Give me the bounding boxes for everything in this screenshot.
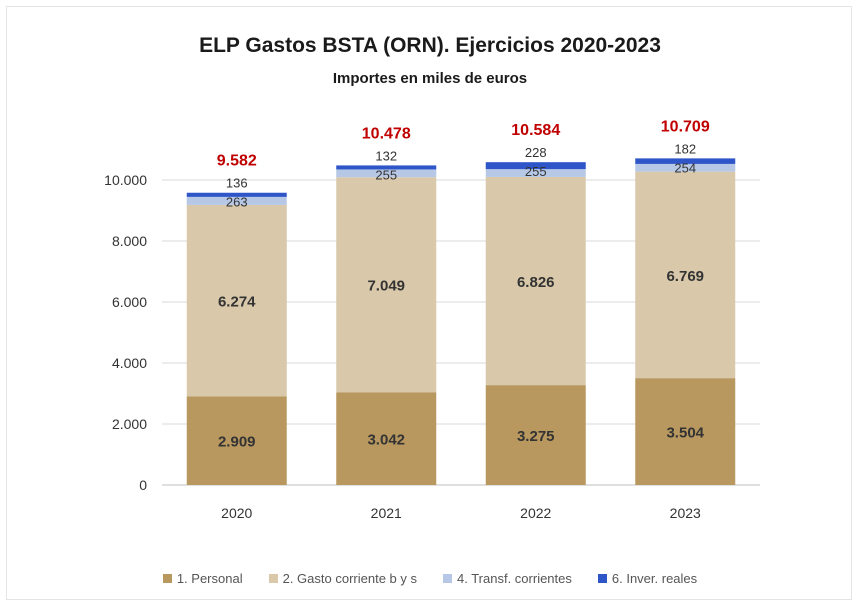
bar-segment-4 — [186, 192, 287, 197]
x-tick-label: 2023 — [670, 505, 701, 521]
total-label: 10.709 — [661, 118, 710, 135]
legend-swatch — [162, 574, 172, 583]
data-label: 182 — [674, 141, 696, 156]
total-label: 9.582 — [217, 153, 257, 170]
legend-label: 2. Gasto corriente b y s — [282, 571, 417, 586]
y-tick-label: 10.000 — [104, 172, 147, 188]
data-label: 6.274 — [218, 294, 256, 311]
data-label: 254 — [674, 160, 696, 175]
legend-label: 1. Personal — [176, 571, 243, 586]
data-label: 132 — [375, 148, 397, 163]
bar-segment-2 — [336, 177, 437, 393]
chart-legend: 1. Personal 2. Gasto corriente b y s 4. Tr… — [0, 571, 860, 586]
x-tick-label: 2021 — [371, 505, 402, 521]
data-label: 228 — [525, 145, 547, 160]
bar-segment-1 — [485, 385, 586, 485]
legend-label: 4. Transf. corrientes — [457, 571, 572, 586]
y-tick-label: 8.000 — [112, 233, 147, 249]
data-label: 255 — [375, 167, 397, 182]
data-label: 6.826 — [517, 274, 555, 291]
legend-swatch — [443, 574, 452, 583]
x-tick-label: 2020 — [221, 505, 252, 521]
data-label: 136 — [226, 176, 248, 191]
bar-segment-1 — [186, 396, 287, 485]
total-label: 10.584 — [511, 122, 560, 139]
y-tick-label: 2.000 — [112, 416, 147, 432]
bar-segment-3 — [635, 163, 736, 172]
bar-segment-4 — [635, 158, 736, 164]
y-tick-label: 0 — [139, 477, 147, 493]
data-label: 6.769 — [666, 268, 704, 285]
legend-item: 2. Gasto corriente b y s — [268, 571, 417, 586]
chart-subtitle: Importes en miles de euros — [332, 70, 528, 87]
data-label: 3.042 — [367, 432, 405, 449]
y-tick-label: 6.000 — [112, 294, 147, 310]
legend-item: 4. Transf. corrientes — [443, 571, 572, 586]
bar-segment-1 — [635, 378, 736, 485]
bar-segment-3 — [485, 169, 586, 177]
bar-segment-3 — [336, 169, 437, 178]
bar-segment-2 — [485, 176, 586, 386]
bar-segment-1 — [336, 392, 437, 485]
bar-segment-2 — [635, 171, 736, 379]
y-tick-label: 4.000 — [112, 355, 147, 371]
bar-segment-3 — [186, 196, 287, 205]
legend-label: 6. Inver. reales — [611, 571, 698, 586]
x-tick-label: 2022 — [520, 505, 551, 521]
data-label: 3.275 — [517, 428, 555, 445]
total-label: 10.478 — [362, 125, 411, 142]
chart-title: ELP Gastos BSTA (ORN). Ejercicios 2020-2… — [199, 34, 661, 57]
bar-segment-4 — [485, 162, 586, 170]
legend-swatch — [597, 574, 607, 583]
bar-segment-4 — [336, 165, 437, 170]
data-label: 7.049 — [367, 278, 405, 295]
data-label: 3.504 — [666, 425, 704, 442]
legend-item: 6. Inver. reales — [597, 571, 698, 586]
legend-swatch — [268, 574, 278, 583]
bar-segment-2 — [186, 204, 287, 397]
data-label: 263 — [226, 195, 248, 210]
data-label: 255 — [525, 164, 547, 179]
legend-item: 1. Personal — [162, 571, 243, 586]
data-label: 2.909 — [218, 434, 256, 451]
